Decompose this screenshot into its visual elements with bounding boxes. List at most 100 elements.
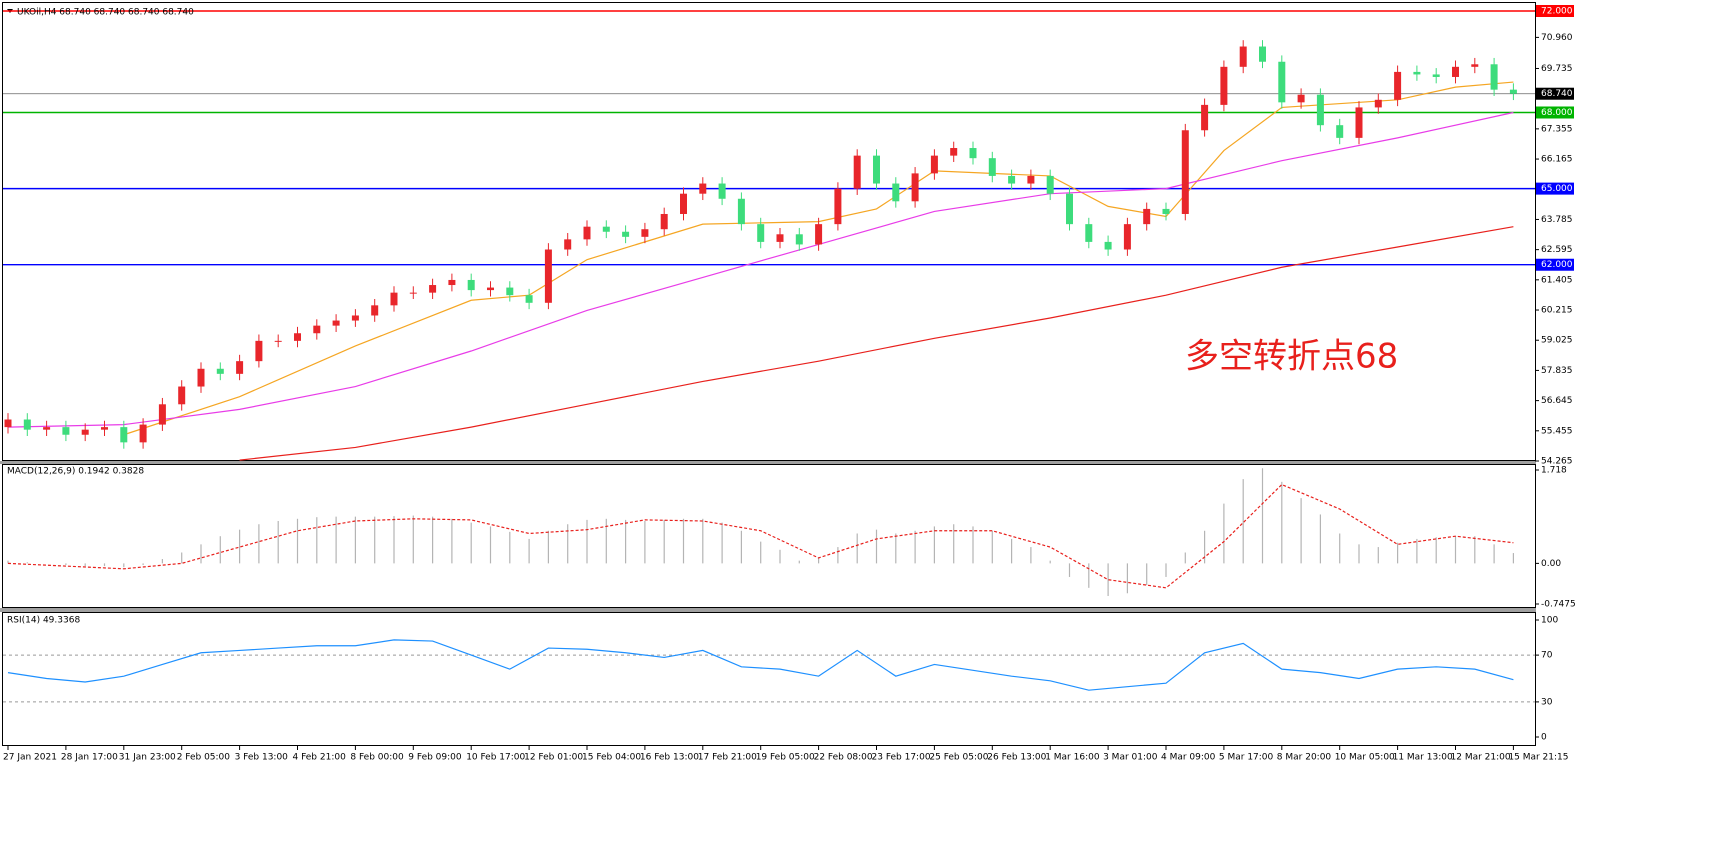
annotation: 多空转折点68 — [1185, 337, 1398, 377]
candle-body — [950, 148, 958, 156]
y-tick-label: 66.165 — [1541, 155, 1573, 165]
candle-body — [1336, 125, 1344, 138]
candle-body — [1220, 66, 1228, 105]
candle-body — [1355, 107, 1363, 138]
y-tick-label: 63.785 — [1541, 215, 1573, 225]
candle-body — [1085, 224, 1093, 242]
line — [7, 483, 1514, 589]
line — [7, 111, 1514, 428]
y-tick-label: 1.718 — [1541, 466, 1567, 476]
candle-body — [1259, 46, 1266, 62]
x-tick-label: 22 Feb 08:00 — [814, 753, 873, 763]
candle-body — [487, 287, 494, 291]
candle-body — [622, 231, 630, 237]
level-label-box — [1536, 182, 1574, 195]
x-tick-label: 15 Mar 21:15 — [1508, 753, 1568, 763]
level-label-box — [1536, 106, 1574, 119]
y-tick-label: 57.835 — [1541, 366, 1573, 376]
x-tick-label: 9 Feb 09:00 — [408, 753, 462, 763]
rsi-pane — [2, 612, 1536, 746]
level-label: 68.740 — [1541, 89, 1573, 99]
x-tick-label: 4 Feb 21:00 — [293, 753, 347, 763]
level-label: 68.000 — [1541, 108, 1573, 118]
y-tick-label: 0 — [1541, 733, 1547, 743]
candle-body — [815, 224, 823, 245]
candle-body — [371, 305, 379, 316]
candle-body — [853, 155, 861, 189]
x-tick-label: 4 Mar 09:00 — [1161, 753, 1216, 763]
candle-body — [313, 325, 321, 334]
x-tick-label: 12 Mar 21:00 — [1451, 753, 1511, 763]
candle-body — [216, 368, 224, 374]
candle-body — [911, 173, 919, 202]
level-label: 65.000 — [1541, 184, 1573, 194]
y-tick-label: 70 — [1541, 651, 1553, 661]
level-label-box — [1536, 87, 1574, 100]
candle-body — [1123, 224, 1131, 250]
candle-body — [332, 320, 340, 326]
candle-body — [1008, 175, 1016, 184]
y-tick-label: 54.265 — [1541, 457, 1573, 467]
x-tick-label: 31 Jan 23:00 — [119, 753, 176, 763]
candle-body — [1394, 71, 1402, 100]
candle-body — [62, 427, 70, 435]
candle-body — [43, 427, 51, 430]
candle-body — [602, 226, 610, 232]
candle-body — [1239, 46, 1247, 67]
candle-body — [120, 427, 128, 443]
level-label: 72.000 — [1541, 7, 1573, 17]
candle-body — [409, 292, 417, 294]
x-tick-label: 1 Mar 16:00 — [1045, 753, 1100, 763]
candle-body — [1162, 208, 1170, 214]
x-tick-label: 11 Mar 13:00 — [1393, 753, 1453, 763]
y-tick-label: 30 — [1541, 697, 1553, 707]
candle-body — [718, 183, 726, 199]
candle-body — [467, 279, 475, 291]
level-label: 62.000 — [1541, 260, 1573, 270]
candle-body — [1066, 193, 1073, 225]
candle-body — [1452, 66, 1459, 77]
x-tick-label: 8 Mar 20:00 — [1277, 753, 1332, 763]
candle-body — [139, 424, 147, 443]
candle-body — [892, 183, 900, 202]
x-tick-label: 8 Feb 00:00 — [350, 753, 404, 763]
line — [239, 226, 1514, 461]
candle-body — [641, 229, 649, 237]
candle-body — [680, 193, 687, 214]
candle-body — [1278, 61, 1286, 103]
candle-body — [969, 148, 977, 159]
pane-separator — [0, 608, 1536, 612]
candle-body — [1509, 89, 1517, 94]
candle-body — [1201, 104, 1209, 131]
pane-separator — [0, 461, 1536, 464]
x-tick-label: 15 Feb 04:00 — [582, 753, 641, 763]
candle-body — [873, 155, 880, 184]
x-tick-label: 3 Mar 01:00 — [1103, 753, 1158, 763]
x-tick-label: 12 Feb 01:00 — [524, 753, 583, 763]
chart-title: UKOil,H4 68.740 68.740 68.740 68.740 — [17, 8, 194, 18]
candle-body — [795, 234, 803, 245]
x-tick-label: 27 Jan 2021 — [3, 753, 57, 763]
rsi-title: RSI(14) 49.3368 — [7, 616, 80, 626]
candle-body — [988, 158, 996, 176]
candle-body — [1104, 241, 1112, 250]
y-tick-label: 100 — [1541, 616, 1558, 626]
candle-body — [1181, 130, 1189, 214]
candle-body — [525, 295, 533, 303]
candle-body — [1297, 94, 1305, 103]
candle-body — [274, 340, 282, 342]
macd-pane — [2, 464, 1536, 608]
x-tick-label: 28 Jan 17:00 — [61, 753, 118, 763]
candle-body — [1027, 175, 1035, 184]
candle-body — [81, 429, 89, 435]
x-tick-label: 25 Feb 05:00 — [929, 753, 988, 763]
candle-body — [158, 404, 166, 425]
candle-body — [1046, 175, 1054, 194]
candle-body — [23, 419, 31, 430]
x-tick-label: 3 Feb 13:00 — [235, 753, 289, 763]
candle-body — [776, 234, 784, 242]
x-tick-label: 10 Mar 05:00 — [1335, 753, 1395, 763]
candle-body — [1316, 94, 1324, 126]
candle-body — [178, 386, 186, 405]
y-tick-label: 0.00 — [1541, 559, 1561, 569]
